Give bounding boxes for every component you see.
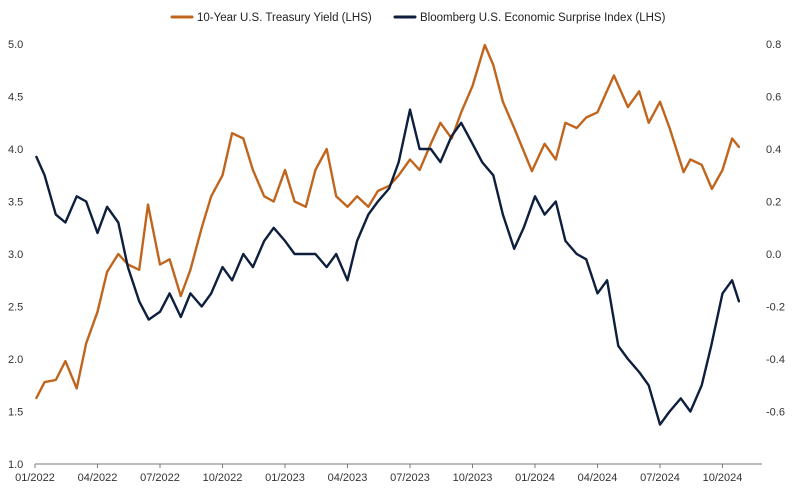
legend-label-treasury-yield: 10-Year U.S. Treasury Yield (LHS) bbox=[197, 12, 372, 24]
y-right-tick-label: -0.6 bbox=[766, 407, 785, 419]
x-tick-label: 04/2023 bbox=[328, 472, 368, 484]
x-tick-label: 04/2022 bbox=[78, 472, 118, 484]
y-left-tick-label: 1.5 bbox=[8, 407, 23, 419]
y-right-tick-label: 0.0 bbox=[766, 249, 781, 261]
x-tick-label: 01/2024 bbox=[515, 472, 555, 484]
y-right-tick-label: 0.8 bbox=[766, 39, 781, 51]
series-line-treasury-yield bbox=[35, 43, 741, 400]
x-tick-label: 01/2022 bbox=[15, 472, 55, 484]
y-left-tick-label: 4.0 bbox=[8, 144, 23, 156]
x-tick-label: 10/2024 bbox=[703, 472, 743, 484]
y-left-tick-label: 3.0 bbox=[8, 249, 23, 261]
x-tick-label: 07/2022 bbox=[140, 472, 180, 484]
y-left-tick-label: 4.5 bbox=[8, 92, 23, 104]
y-axis-left: 1.0 1.5 2.0 2.5 3.0 3.5 4.0 4.5 5.0 bbox=[8, 39, 23, 471]
x-tick-label: 10/2022 bbox=[203, 472, 243, 484]
y-right-tick-label: -0.2 bbox=[766, 302, 785, 314]
x-tick-label: 01/2023 bbox=[265, 472, 305, 484]
series-line-surprise-index bbox=[35, 108, 741, 426]
y-left-tick-label: 2.0 bbox=[8, 354, 23, 366]
y-left-tick-label: 2.5 bbox=[8, 302, 23, 314]
legend-label-surprise-index: Bloomberg U.S. Economic Surprise Index (… bbox=[420, 12, 666, 24]
legend: 10-Year U.S. Treasury Yield (LHS) Bloomb… bbox=[170, 12, 666, 24]
y-right-tick-label: 0.2 bbox=[766, 197, 781, 209]
y-right-tick-label: 0.6 bbox=[766, 92, 781, 104]
y-right-tick-label: -0.4 bbox=[766, 354, 785, 366]
x-tick-label: 07/2023 bbox=[390, 472, 430, 484]
x-axis-ticks: 01/2022 04/2022 07/2022 10/2022 01/2023 04/20… bbox=[15, 464, 742, 484]
x-tick-label: 07/2024 bbox=[640, 472, 680, 484]
series-layer bbox=[35, 43, 741, 426]
y-right-tick-label: 0.4 bbox=[766, 144, 781, 156]
y-axis-right: -0.6 -0.4 -0.2 0.0 0.2 0.4 0.6 0.8 bbox=[766, 39, 785, 419]
y-left-tick-label: 5.0 bbox=[8, 39, 23, 51]
y-left-tick-label: 1.0 bbox=[8, 459, 23, 471]
y-left-tick-label: 3.5 bbox=[8, 197, 23, 209]
x-tick-label: 04/2024 bbox=[578, 472, 618, 484]
x-tick-label: 10/2023 bbox=[453, 472, 493, 484]
